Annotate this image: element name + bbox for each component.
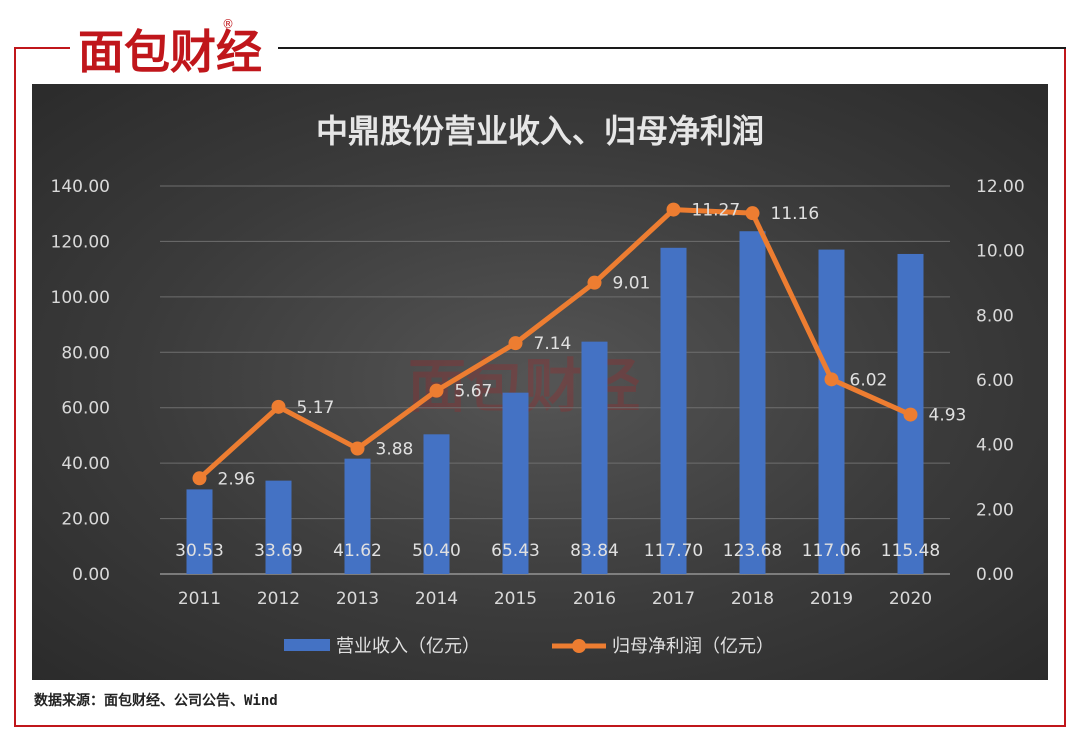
profit-data-label: 11.16 bbox=[771, 204, 820, 224]
y-right-tick-label: 6.00 bbox=[976, 371, 1014, 391]
profit-point bbox=[587, 275, 602, 290]
header-rule bbox=[272, 47, 1066, 49]
profit-point bbox=[508, 336, 523, 351]
legend-label-profit: 归母净利润（亿元） bbox=[612, 636, 774, 657]
brand-logo-text: 面包财经 bbox=[78, 25, 262, 78]
y-right-tick-label: 4.00 bbox=[976, 436, 1014, 456]
revenue-bar bbox=[581, 341, 608, 574]
x-tick-label: 2011 bbox=[178, 589, 221, 609]
profit-data-label: 7.14 bbox=[534, 334, 572, 354]
legend-label-revenue: 营业收入（亿元） bbox=[336, 636, 480, 657]
y-left-tick-label: 0.00 bbox=[72, 565, 110, 585]
y-left-tick-label: 140.00 bbox=[51, 177, 110, 197]
y-left-tick-label: 40.00 bbox=[61, 454, 110, 474]
profit-point bbox=[271, 399, 286, 414]
chart-title: 中鼎股份营业收入、归母净利润 bbox=[316, 112, 764, 150]
profit-data-label: 3.88 bbox=[376, 440, 414, 460]
profit-data-label: 6.02 bbox=[850, 370, 888, 390]
x-tick-label: 2016 bbox=[573, 589, 616, 609]
profit-point bbox=[824, 372, 839, 387]
profit-point bbox=[903, 407, 918, 422]
x-tick-label: 2019 bbox=[810, 589, 853, 609]
revenue-bar bbox=[344, 458, 371, 574]
revenue-bar-label: 115.48 bbox=[881, 541, 940, 561]
revenue-bar bbox=[265, 480, 292, 574]
revenue-bar-label: 33.69 bbox=[254, 541, 303, 561]
profit-point bbox=[192, 471, 207, 486]
profit-data-label: 9.01 bbox=[613, 274, 651, 294]
x-tick-label: 2017 bbox=[652, 589, 695, 609]
profit-data-label: 4.93 bbox=[929, 406, 967, 426]
brand-logo: 面包财经 ® bbox=[70, 16, 278, 79]
y-right-tick-label: 2.00 bbox=[976, 500, 1014, 520]
source-note: 数据来源：面包财经、公司公告、Wind bbox=[34, 693, 278, 709]
y-left-tick-label: 100.00 bbox=[51, 288, 110, 308]
chart-svg: 面包财经 中鼎股份营业收入、归母净利润 30.53 33.69 41.62 50.40… bbox=[51, 112, 1025, 657]
revenue-bar bbox=[818, 249, 845, 574]
x-tick-label: 2015 bbox=[494, 589, 537, 609]
x-tick-label: 2018 bbox=[731, 589, 774, 609]
legend-swatch-revenue bbox=[284, 639, 330, 651]
revenue-bar bbox=[660, 247, 687, 574]
revenue-bar-label: 83.84 bbox=[570, 541, 619, 561]
y-right-tick-label: 12.00 bbox=[976, 177, 1025, 197]
y-right-tick-label: 8.00 bbox=[976, 306, 1014, 326]
legend-marker-profit bbox=[572, 639, 586, 653]
y-left-tick-label: 60.00 bbox=[61, 399, 110, 419]
y-left-tick-label: 80.00 bbox=[61, 343, 110, 363]
revenue-bar-label: 50.40 bbox=[412, 541, 461, 561]
profit-data-label: 11.27 bbox=[692, 201, 741, 221]
x-tick-label: 2012 bbox=[257, 589, 300, 609]
registered-mark: ® bbox=[222, 17, 234, 31]
profit-point bbox=[666, 202, 681, 217]
revenue-bar bbox=[739, 231, 766, 574]
y-left-tick-label: 20.00 bbox=[61, 510, 110, 530]
revenue-bar-label: 117.06 bbox=[802, 541, 861, 561]
chart-panel: 面包财经 中鼎股份营业收入、归母净利润 30.53 33.69 41.62 50.40… bbox=[32, 84, 1048, 680]
profit-data-label: 5.17 bbox=[297, 398, 335, 418]
revenue-bar-label: 65.43 bbox=[491, 541, 540, 561]
revenue-bar-label: 117.70 bbox=[644, 541, 703, 561]
revenue-bar-label: 30.53 bbox=[175, 541, 224, 561]
x-tick-label: 2014 bbox=[415, 589, 458, 609]
profit-point bbox=[350, 441, 365, 456]
revenue-bar bbox=[186, 489, 213, 574]
x-tick-label: 2020 bbox=[889, 589, 932, 609]
profit-data-label: 2.96 bbox=[218, 469, 256, 489]
profit-point bbox=[745, 206, 760, 221]
x-tick-label: 2013 bbox=[336, 589, 379, 609]
profit-line bbox=[197, 207, 912, 481]
revenue-bar-label: 41.62 bbox=[333, 541, 382, 561]
y-left-tick-label: 120.00 bbox=[51, 232, 110, 252]
revenue-bar-label: 123.68 bbox=[723, 541, 782, 561]
y-right-tick-label: 10.00 bbox=[976, 242, 1025, 262]
y-right-tick-label: 0.00 bbox=[976, 565, 1014, 585]
profit-point bbox=[429, 383, 444, 398]
revenue-bar bbox=[502, 392, 529, 574]
revenue-bar bbox=[423, 434, 450, 574]
profit-data-label: 5.67 bbox=[455, 382, 493, 402]
